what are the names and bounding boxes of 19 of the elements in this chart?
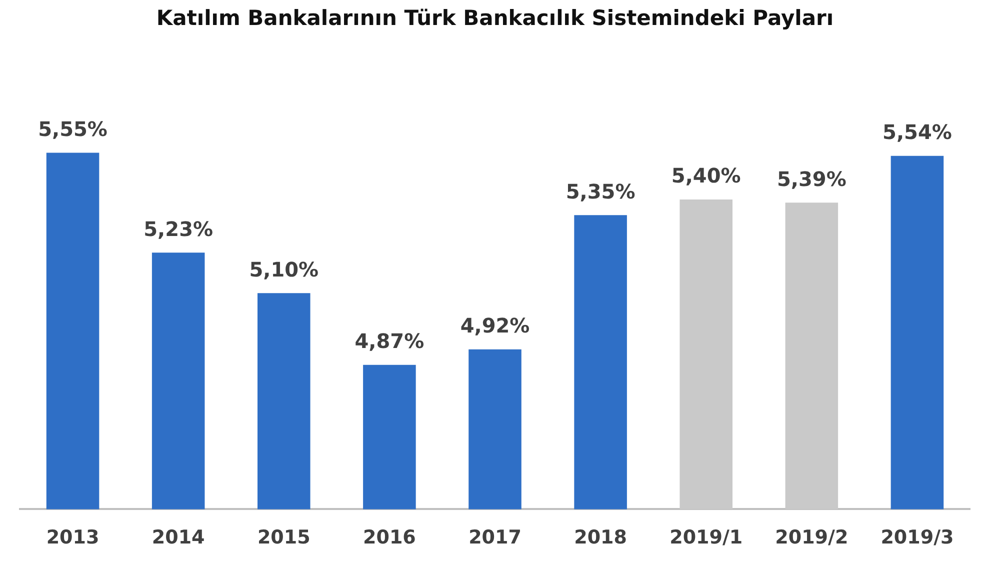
x-tick-label: 2018 — [574, 526, 627, 549]
data-label: 4,92% — [460, 314, 530, 338]
x-tick-label: 2019/3 — [880, 526, 954, 549]
x-tick-label: 2015 — [257, 526, 310, 549]
x-tick-label: 2014 — [152, 526, 205, 549]
x-tick-label: 2019/1 — [670, 526, 743, 549]
x-tick-label: 2013 — [46, 526, 100, 549]
data-label: 5,54% — [882, 120, 952, 144]
data-label: 5,39% — [776, 166, 846, 191]
data-label: 5,35% — [566, 179, 636, 204]
x-tick-label: 2019/2 — [775, 526, 848, 549]
data-label: 5,10% — [249, 257, 319, 282]
data-label: 5,40% — [671, 164, 741, 188]
x-tick-label: 2016 — [363, 526, 416, 549]
data-label: 4,87% — [354, 329, 424, 354]
x-tick-label: 2017 — [468, 526, 522, 549]
data-label: 5,23% — [144, 216, 214, 241]
data-label: 5,55% — [38, 116, 108, 141]
chart-title: Katılım Bankalarının Türk Bankacılık Sistemindeki Payları — [155, 6, 835, 30]
